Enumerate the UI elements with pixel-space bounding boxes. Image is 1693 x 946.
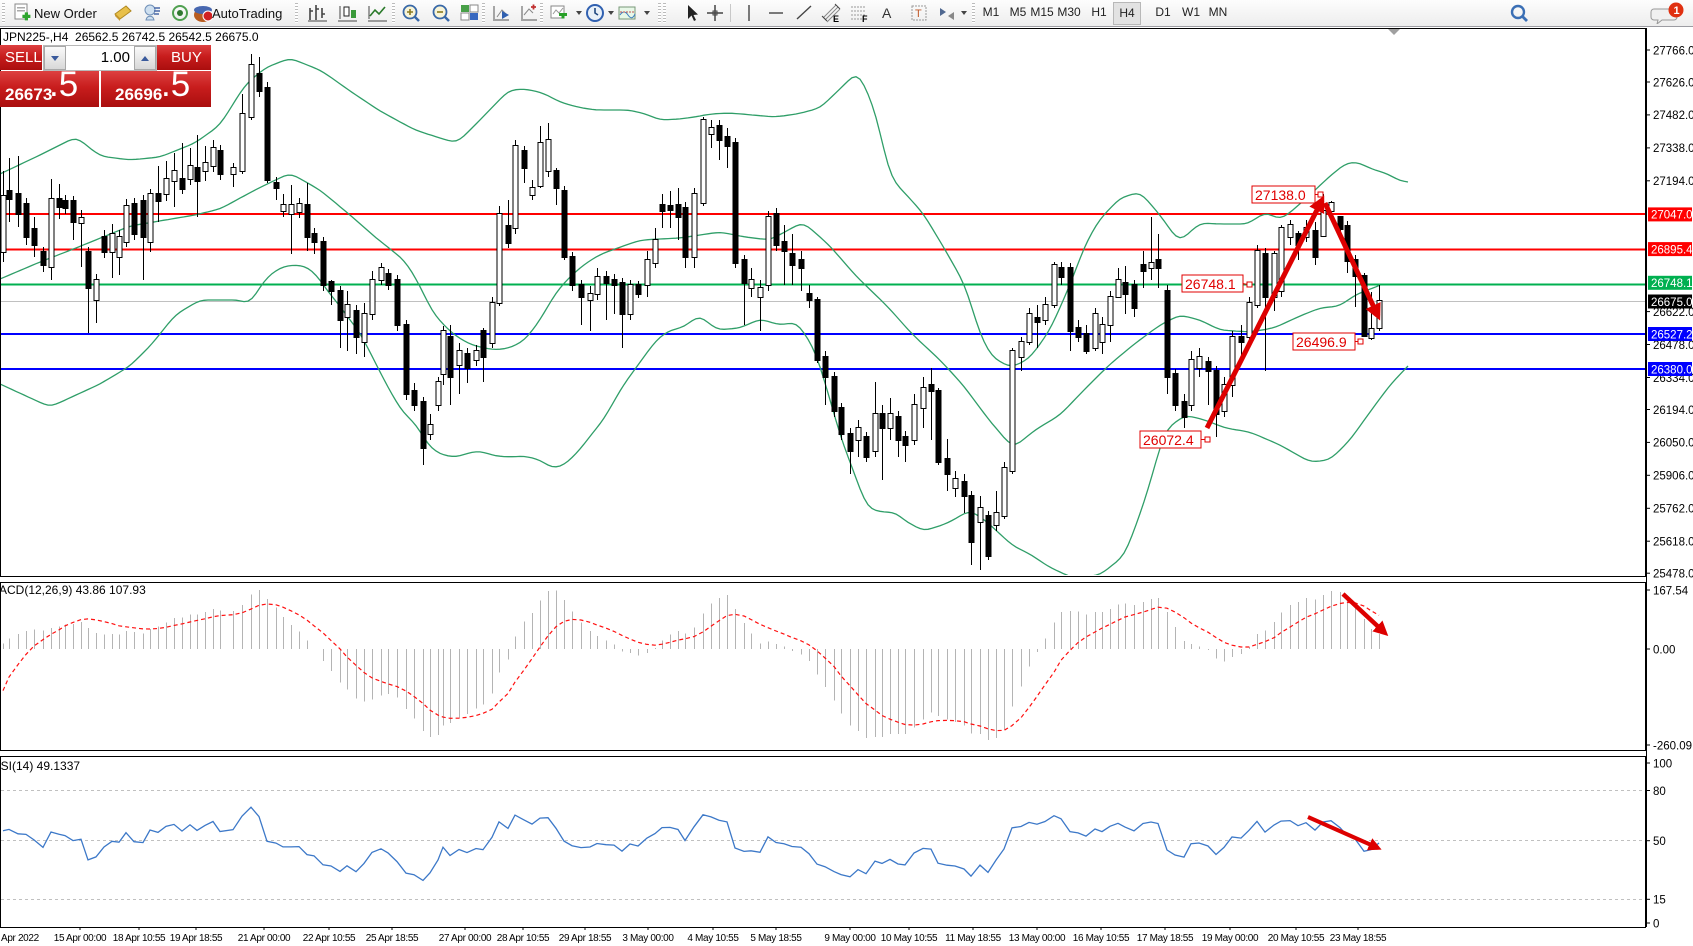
svg-text:28 Apr 10:55: 28 Apr 10:55 xyxy=(497,933,550,944)
svg-text:0.00: 0.00 xyxy=(1653,644,1675,656)
svg-text:25762.0: 25762.0 xyxy=(1653,504,1693,516)
svg-text:27482.0: 27482.0 xyxy=(1653,110,1693,122)
svg-text:27626.0: 27626.0 xyxy=(1653,77,1693,89)
svg-text:26895.4: 26895.4 xyxy=(1651,244,1693,256)
svg-text:25618.0: 25618.0 xyxy=(1653,537,1693,549)
svg-text:18 Apr 10:55: 18 Apr 10:55 xyxy=(113,933,166,944)
svg-text:15: 15 xyxy=(1653,895,1666,907)
svg-text:MACD(12,26,9) 43.86 107.93: MACD(12,26,9) 43.86 107.93 xyxy=(0,583,146,597)
svg-text:3 May 00:00: 3 May 00:00 xyxy=(622,933,674,944)
svg-text:27 Apr 00:00: 27 Apr 00:00 xyxy=(439,933,492,944)
svg-text:26072.4: 26072.4 xyxy=(1143,432,1194,448)
svg-text:-260.09: -260.09 xyxy=(1653,740,1692,752)
svg-text:26380.0: 26380.0 xyxy=(1651,364,1693,376)
svg-text:21 Apr 00:00: 21 Apr 00:00 xyxy=(238,933,291,944)
svg-text:50: 50 xyxy=(1653,836,1666,848)
svg-text:9 May 00:00: 9 May 00:00 xyxy=(824,933,876,944)
svg-text:19 May 00:00: 19 May 00:00 xyxy=(1202,933,1259,944)
svg-text:16 May 10:55: 16 May 10:55 xyxy=(1073,933,1130,944)
svg-text:22 Apr 10:55: 22 Apr 10:55 xyxy=(303,933,356,944)
svg-text:JPN225-,H4 26562.5 26742.5 26: JPN225-,H4 26562.5 26742.5 26542.5 26675… xyxy=(3,30,259,44)
svg-text:19 Apr 18:55: 19 Apr 18:55 xyxy=(170,933,223,944)
svg-text:15 Apr 00:00: 15 Apr 00:00 xyxy=(54,933,107,944)
svg-text:F: F xyxy=(862,14,868,24)
svg-text:10 May 10:55: 10 May 10:55 xyxy=(881,933,938,944)
svg-text:27047.0: 27047.0 xyxy=(1651,210,1693,222)
svg-text:100: 100 xyxy=(1653,758,1672,770)
svg-text:27766.0: 27766.0 xyxy=(1653,45,1693,57)
svg-text:13 May 00:00: 13 May 00:00 xyxy=(1009,933,1066,944)
svg-text:E: E xyxy=(833,14,839,24)
svg-text:5 May 18:55: 5 May 18:55 xyxy=(750,933,802,944)
svg-text:27338.0: 27338.0 xyxy=(1653,143,1693,155)
svg-text:26496.9: 26496.9 xyxy=(1296,334,1347,350)
svg-text:17 May 18:55: 17 May 18:55 xyxy=(1137,933,1194,944)
svg-text:26194.0: 26194.0 xyxy=(1653,405,1693,417)
svg-text:T: T xyxy=(915,8,922,20)
svg-text:26675.0: 26675.0 xyxy=(1651,297,1693,309)
svg-text:25 Apr 18:55: 25 Apr 18:55 xyxy=(366,933,419,944)
svg-text:26478.0: 26478.0 xyxy=(1653,340,1693,352)
svg-text:29 Apr 18:55: 29 Apr 18:55 xyxy=(559,933,612,944)
svg-text:4 May 10:55: 4 May 10:55 xyxy=(687,933,739,944)
svg-text:26748.1: 26748.1 xyxy=(1185,276,1236,292)
svg-text:26748.1: 26748.1 xyxy=(1651,278,1693,290)
svg-text:26050.0: 26050.0 xyxy=(1653,438,1693,450)
svg-text:20 May 10:55: 20 May 10:55 xyxy=(1268,933,1325,944)
svg-text:11 May 18:55: 11 May 18:55 xyxy=(945,933,1001,944)
svg-text:25478.0: 25478.0 xyxy=(1653,569,1693,581)
svg-text:1: 1 xyxy=(1674,5,1680,17)
svg-text:27138.0: 27138.0 xyxy=(1255,187,1306,203)
svg-text:0: 0 xyxy=(1653,918,1659,930)
svg-text:26622.0: 26622.0 xyxy=(1653,307,1693,319)
svg-text:25906.0: 25906.0 xyxy=(1653,471,1693,483)
svg-text:RSI(14) 49.1337: RSI(14) 49.1337 xyxy=(0,759,80,773)
svg-text:26527.2: 26527.2 xyxy=(1651,329,1693,341)
svg-text:167.54: 167.54 xyxy=(1653,585,1689,597)
svg-text:27194.0: 27194.0 xyxy=(1653,176,1693,188)
svg-text:Apr 2022: Apr 2022 xyxy=(1,933,40,944)
svg-text:80: 80 xyxy=(1653,786,1666,798)
svg-text:23 May 18:55: 23 May 18:55 xyxy=(1330,933,1387,944)
